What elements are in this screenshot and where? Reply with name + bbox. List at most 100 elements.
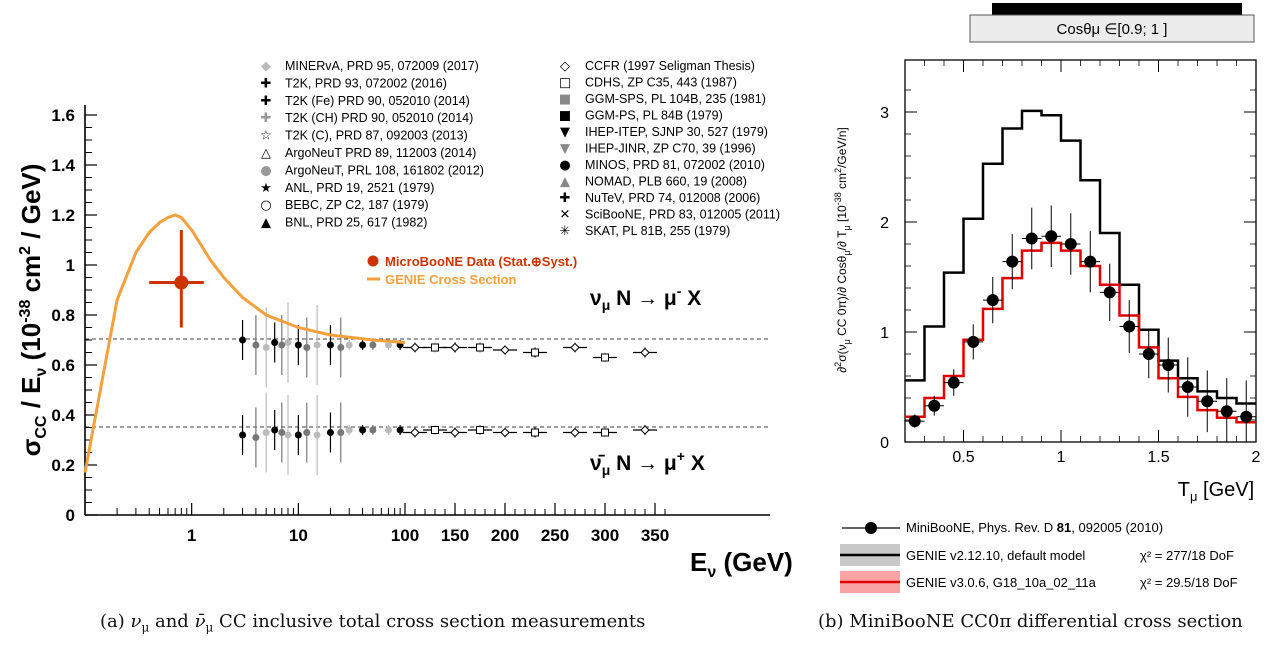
nu-data-point — [493, 345, 517, 355]
legend-entry: MINOS, PRD 81, 072002 (2010) — [585, 158, 765, 172]
legend-ref-rest: , 092005 (2010) — [1071, 520, 1163, 535]
marker-square — [476, 426, 484, 434]
marker-dot — [396, 426, 404, 434]
marker-dot — [326, 429, 334, 436]
legend-marker-icon: □ — [559, 76, 571, 91]
marker-diamond — [570, 427, 580, 438]
legend-microboone-label: MicroBooNE Data (Stat.⊕Syst.) — [385, 254, 577, 269]
nu-data-point — [633, 347, 657, 358]
marker-square — [476, 343, 484, 352]
marker-dot — [284, 431, 292, 439]
marker-dot — [284, 339, 292, 346]
y-tick-label: 2 — [880, 215, 889, 232]
legend-entry: IHEP-JINR, ZP C70, 39 (1996) — [585, 142, 756, 156]
y-tick-label: 1 — [880, 325, 889, 342]
data-marker — [1181, 381, 1194, 393]
nu-data-point — [252, 315, 260, 375]
miniboone-point — [1158, 337, 1178, 393]
miniboone-point — [944, 369, 964, 396]
legend-marker-icon: ☆ — [260, 129, 272, 144]
marker-dot — [337, 344, 345, 351]
marker-dot — [252, 341, 260, 349]
chart-b-x-axis-label: Tμ [GeV] — [1178, 479, 1254, 504]
marker-dot — [262, 429, 270, 436]
nu-data-point — [313, 305, 321, 385]
legend-entry: T2K (CH) PRD 90, 052010 (2014) — [285, 111, 473, 125]
x-tick-label: 100 — [391, 526, 419, 545]
legend-marker-icon: ▲ — [261, 216, 271, 231]
nubar-data-point — [239, 415, 247, 455]
chart-b-legend: MiniBooNE, Phys. Rev. D 81, 092005 (2010… — [840, 520, 1238, 593]
miniboone-point — [1061, 213, 1081, 275]
nu-data-point — [326, 325, 334, 365]
y-tick-label: 1 — [66, 256, 75, 275]
legend-marker-icon: ○ — [260, 198, 271, 213]
nubar-data-point — [359, 425, 367, 435]
chart-b-y-axis-label: ∂2σ(νμ CC 0π)/∂ Cosθμ/∂ Tμ [10-38 cm2/Ge… — [833, 127, 852, 373]
nubar-data-point — [337, 402, 345, 463]
legend-genie-v3-label: GENIE v3.0.6, G18_10a_02_11a — [906, 575, 1097, 590]
marker-dot — [313, 341, 321, 349]
caption-b: (b) MiniBooNE CC0π differential cross se… — [818, 611, 1243, 632]
miniboone-point — [1217, 378, 1237, 442]
marker-dot — [271, 426, 279, 434]
legend-marker-icon: ▲ — [560, 175, 570, 190]
legend-entry: T2K (Fe) PRD 90, 052010 (2014) — [285, 94, 470, 108]
marker-dot — [384, 341, 392, 349]
nubar-data-point — [396, 425, 404, 435]
legend-genie-v3-chi2: χ² = 29.5/18 DoF — [1140, 575, 1238, 590]
genie-v2-histogram — [905, 109, 1256, 405]
marker-dot — [271, 339, 279, 346]
chart-b-ticks: 0.5 1 1.5 2 0 1 2 3 — [880, 60, 1261, 466]
legend-marker-icon: ★ — [260, 181, 272, 196]
legend-marker-icon: ✚ — [560, 191, 571, 206]
legend-marker-icon: ■ — [559, 92, 571, 107]
nu-data-point — [303, 317, 311, 378]
data-marker — [947, 376, 960, 389]
legend-entry: CCFR (1997 Seligman Thesis) — [585, 59, 755, 73]
marker-dot — [278, 341, 286, 349]
nubar-data-point — [443, 427, 467, 438]
data-marker — [1201, 395, 1214, 408]
nubar-data-point — [262, 392, 270, 473]
marker-square — [601, 428, 609, 437]
marker-dot — [303, 344, 311, 351]
nu-data-point — [359, 340, 367, 350]
data-marker — [1162, 359, 1175, 371]
nubar-data-point — [252, 407, 260, 468]
marker-dot — [294, 431, 302, 439]
marker-dot — [337, 429, 345, 436]
marker-diamond — [450, 342, 460, 353]
chart-a: 1 10 100 150 200 250 300 350 0 0.2 0.4 0.6 0.8 1 1.2 1… — [16, 59, 793, 581]
legend-marker-icon: ● — [260, 163, 271, 178]
y-tick-label: 0.6 — [51, 356, 75, 375]
nubar-data-point — [523, 427, 547, 438]
legend-entry: NuTeV, PRD 74, 012008 (2006) — [585, 191, 760, 205]
legend-entry: ANL, PRD 19, 2521 (1979) — [285, 181, 434, 195]
marker-square — [531, 428, 539, 437]
marker-dot — [278, 429, 286, 436]
legend-entry: T2K, PRD 93, 072002 (2016) — [285, 76, 447, 90]
miniboone-point — [1002, 234, 1022, 290]
genie-v3-histogram — [905, 241, 1256, 424]
marker-diamond — [570, 342, 580, 353]
nu-process-label: νμ N → μ- X — [590, 283, 701, 313]
chart-a-x-ticks: 1 10 100 150 200 250 300 350 — [116, 503, 669, 545]
chart-a-data-points — [239, 302, 657, 475]
data-marker — [1025, 232, 1038, 245]
data-marker — [1084, 255, 1097, 268]
data-marker — [908, 415, 921, 428]
nubar-data-point — [593, 427, 617, 438]
legend-genie-v2-chi2: χ² = 277/18 DoF — [1140, 548, 1234, 563]
nubar-data-point — [271, 410, 279, 450]
marker-diamond — [450, 427, 460, 438]
nubar-data-point — [384, 425, 392, 435]
nu-data-point — [271, 322, 279, 363]
nubar-data-point — [345, 425, 353, 435]
legend-entry: GGM-PS, PL 84B (1979) — [585, 109, 723, 123]
marker-dot — [326, 341, 334, 349]
legend-entry: SKAT, PL 81B, 255 (1979) — [585, 224, 730, 238]
nu-data-point — [369, 340, 377, 350]
y-tick-label: 3 — [880, 105, 889, 122]
